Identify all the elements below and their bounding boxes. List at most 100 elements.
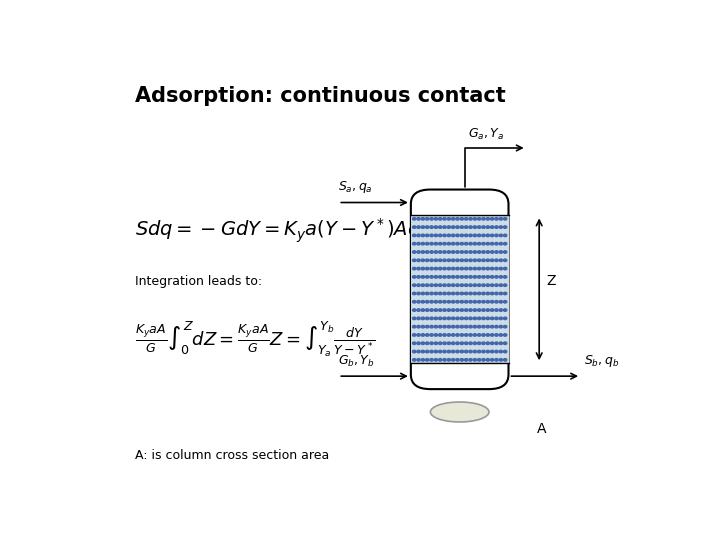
Bar: [411, 215, 508, 363]
Circle shape: [413, 234, 416, 237]
Circle shape: [469, 301, 472, 303]
Circle shape: [438, 242, 442, 245]
Circle shape: [430, 284, 433, 286]
Circle shape: [430, 334, 433, 336]
Circle shape: [473, 234, 477, 237]
Circle shape: [426, 242, 429, 245]
Circle shape: [447, 334, 451, 336]
Circle shape: [434, 292, 438, 295]
Circle shape: [417, 309, 420, 312]
Circle shape: [477, 218, 481, 220]
Circle shape: [417, 259, 420, 261]
Circle shape: [503, 359, 507, 361]
Circle shape: [426, 342, 429, 345]
Circle shape: [451, 234, 455, 237]
Circle shape: [447, 242, 451, 245]
Circle shape: [443, 267, 446, 270]
Circle shape: [477, 342, 481, 345]
Circle shape: [503, 259, 507, 261]
Circle shape: [421, 251, 425, 253]
Circle shape: [482, 317, 485, 320]
Text: A: is column cross section area: A: is column cross section area: [135, 449, 329, 462]
Text: Integration leads to:: Integration leads to:: [135, 274, 262, 287]
Circle shape: [456, 301, 459, 303]
Circle shape: [495, 350, 498, 353]
Circle shape: [434, 251, 438, 253]
Circle shape: [451, 317, 455, 320]
Circle shape: [447, 234, 451, 237]
Text: $S_b, q_b$: $S_b, q_b$: [584, 353, 619, 369]
Circle shape: [430, 317, 433, 320]
Circle shape: [417, 342, 420, 345]
Circle shape: [473, 342, 477, 345]
Circle shape: [464, 218, 468, 220]
Circle shape: [421, 242, 425, 245]
Circle shape: [473, 284, 477, 286]
Circle shape: [426, 317, 429, 320]
Circle shape: [477, 234, 481, 237]
Circle shape: [447, 251, 451, 253]
Circle shape: [486, 218, 490, 220]
Circle shape: [443, 226, 446, 228]
Circle shape: [503, 342, 507, 345]
Circle shape: [464, 292, 468, 295]
Circle shape: [477, 350, 481, 353]
FancyBboxPatch shape: [411, 190, 508, 389]
Circle shape: [438, 317, 442, 320]
Circle shape: [456, 234, 459, 237]
Circle shape: [490, 234, 494, 237]
Circle shape: [495, 284, 498, 286]
Circle shape: [434, 317, 438, 320]
Circle shape: [477, 259, 481, 261]
Circle shape: [499, 234, 503, 237]
Circle shape: [417, 292, 420, 295]
Circle shape: [464, 267, 468, 270]
Circle shape: [477, 284, 481, 286]
Circle shape: [490, 292, 494, 295]
Circle shape: [495, 359, 498, 361]
Circle shape: [490, 275, 494, 278]
Circle shape: [456, 275, 459, 278]
Circle shape: [430, 251, 433, 253]
Circle shape: [482, 334, 485, 336]
Circle shape: [486, 226, 490, 228]
Circle shape: [473, 359, 477, 361]
Circle shape: [490, 350, 494, 353]
Circle shape: [438, 350, 442, 353]
Circle shape: [486, 326, 490, 328]
Circle shape: [460, 251, 464, 253]
Circle shape: [417, 242, 420, 245]
Circle shape: [456, 334, 459, 336]
Circle shape: [451, 267, 455, 270]
Circle shape: [456, 292, 459, 295]
Circle shape: [490, 259, 494, 261]
Circle shape: [451, 218, 455, 220]
Circle shape: [503, 251, 507, 253]
Circle shape: [438, 251, 442, 253]
Circle shape: [490, 218, 494, 220]
Circle shape: [469, 234, 472, 237]
Circle shape: [456, 267, 459, 270]
Circle shape: [503, 226, 507, 228]
Circle shape: [438, 334, 442, 336]
Circle shape: [495, 234, 498, 237]
Circle shape: [460, 275, 464, 278]
Circle shape: [499, 309, 503, 312]
Circle shape: [477, 359, 481, 361]
Circle shape: [413, 350, 416, 353]
Circle shape: [503, 350, 507, 353]
Circle shape: [495, 218, 498, 220]
Circle shape: [473, 350, 477, 353]
Circle shape: [426, 259, 429, 261]
Circle shape: [434, 226, 438, 228]
Circle shape: [473, 242, 477, 245]
Circle shape: [469, 334, 472, 336]
Circle shape: [434, 309, 438, 312]
Circle shape: [499, 218, 503, 220]
Circle shape: [426, 251, 429, 253]
Circle shape: [486, 251, 490, 253]
Circle shape: [460, 292, 464, 295]
Circle shape: [486, 267, 490, 270]
Circle shape: [482, 226, 485, 228]
Circle shape: [417, 284, 420, 286]
